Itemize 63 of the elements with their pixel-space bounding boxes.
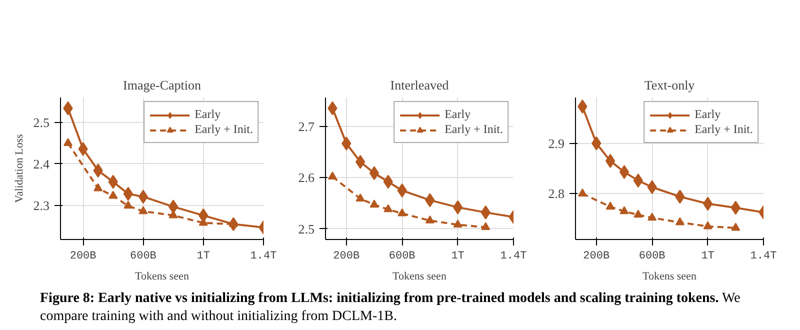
y-tick-label: 2.4 <box>33 156 50 172</box>
legend-label: Early + Init. <box>194 122 253 137</box>
point <box>94 183 103 192</box>
point <box>606 202 615 210</box>
y-tick-label: 2.9 <box>548 136 564 151</box>
x-tick-label: 200B <box>70 250 97 262</box>
point <box>108 190 118 199</box>
point <box>384 204 393 212</box>
x-tick-label: 200B <box>583 250 610 262</box>
point <box>138 190 148 204</box>
point <box>398 208 407 216</box>
x-axis-title: Tokens seen <box>642 270 697 282</box>
x-tick-label: 600B <box>130 250 157 262</box>
point <box>605 154 616 168</box>
y-tick-label: 2.7 <box>298 119 315 134</box>
chart-title: Text-only <box>644 78 696 92</box>
legend-label: Early <box>194 107 221 122</box>
point <box>124 200 133 209</box>
point <box>64 138 73 146</box>
point <box>702 196 713 211</box>
point <box>481 222 490 230</box>
x-tick-label: 600B <box>388 250 416 262</box>
point <box>620 206 629 214</box>
legend-label: Early <box>694 107 721 122</box>
point <box>356 194 365 202</box>
x-tick-label: 1T <box>196 250 210 262</box>
point <box>425 215 434 224</box>
y-tick-label: 2.5 <box>298 221 314 236</box>
point <box>648 212 657 221</box>
x-tick-label: 600B <box>638 250 666 262</box>
chart-title: Interleaved <box>390 78 450 92</box>
point <box>369 166 380 180</box>
point <box>578 188 587 196</box>
chart-title: Image-Caption <box>123 78 202 92</box>
y-tick-label: 2.5 <box>33 114 50 130</box>
point <box>703 221 712 230</box>
point <box>675 217 684 226</box>
point <box>634 210 643 218</box>
point <box>453 220 462 228</box>
y-axis-title: Validation Loss <box>13 134 26 203</box>
y-tick-label: 2.6 <box>298 170 315 186</box>
x-tick-label: 1.4T <box>500 250 528 262</box>
legend-label: Early + Init. <box>444 122 503 137</box>
x-tick-label: 1.4T <box>750 250 778 262</box>
y-tick-label: 2.3 <box>33 198 50 213</box>
point <box>138 206 148 214</box>
point <box>731 222 740 231</box>
point <box>619 165 630 180</box>
x-tick-label: 1.4T <box>250 250 278 262</box>
point <box>328 172 337 180</box>
point <box>355 154 366 169</box>
point <box>168 200 178 214</box>
x-tick-label: 200B <box>333 250 360 262</box>
y-tick-label: 2.8 <box>548 186 564 202</box>
legend-label: Early <box>444 107 471 122</box>
x-tick-label: 1T <box>451 250 465 262</box>
x-axis-title: Tokens seen <box>135 270 190 282</box>
x-tick-label: 1T <box>701 250 715 262</box>
legend-label: Early + Init. <box>694 122 753 137</box>
point <box>370 200 379 208</box>
point <box>452 200 463 214</box>
caption: Figure 8: Early native vs initializing from LLMs: initializing from pre-trained models and scaling training tokens. <box>40 291 719 306</box>
x-axis-title: Tokens seen <box>392 270 447 282</box>
